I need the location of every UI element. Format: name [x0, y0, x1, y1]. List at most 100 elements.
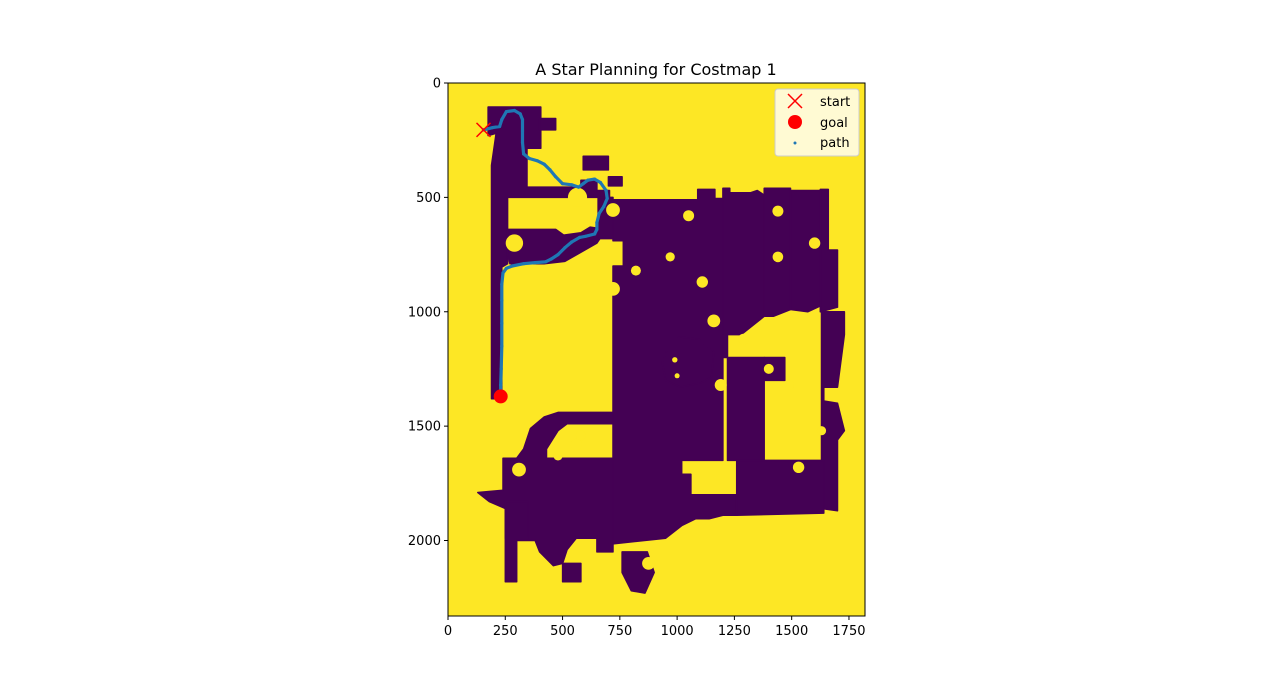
path-point	[500, 344, 504, 348]
x-tick-label: 1250	[718, 624, 751, 639]
axes-frame	[447, 82, 866, 617]
path-point	[504, 266, 508, 270]
free-blob	[672, 357, 678, 363]
free-blob	[606, 203, 620, 217]
free-blob	[816, 426, 827, 436]
legend-start-label: start	[820, 95, 850, 110]
start-marker-stroke	[475, 122, 492, 138]
obstacle-region	[763, 356, 786, 382]
y-tick-label: 0	[433, 77, 441, 92]
obstacle-region	[538, 117, 557, 131]
x-tick-label: 1750	[832, 624, 865, 639]
path-point	[518, 112, 522, 116]
free-blob	[738, 333, 750, 345]
legend-box	[774, 88, 860, 157]
path-point	[583, 234, 588, 238]
obstacle-region	[735, 459, 825, 517]
path-point	[595, 220, 599, 225]
path-point	[499, 367, 503, 371]
obstacle-region	[477, 411, 614, 583]
path-point	[512, 108, 517, 113]
legend: start goal path	[774, 88, 860, 157]
x-axis: 0 250 500 750 1000 1250 1500 1750	[444, 616, 866, 639]
path-point	[593, 177, 597, 181]
free-blob	[665, 252, 675, 262]
free-blob	[606, 282, 620, 296]
free-blob	[567, 187, 588, 207]
path-point	[527, 156, 531, 161]
free-blob	[553, 451, 563, 461]
path-point	[556, 253, 560, 257]
free-blob	[570, 438, 582, 451]
x-tick-label: 750	[607, 624, 632, 639]
path-point	[491, 126, 495, 130]
path-point	[597, 211, 601, 215]
y-tick-label: 2000	[408, 534, 441, 549]
free-blob	[808, 237, 821, 249]
x-tick-label: 1500	[775, 624, 808, 639]
free-blob	[772, 251, 784, 263]
free-blob	[696, 276, 708, 288]
obstacle-region	[504, 500, 529, 539]
free-blob	[512, 462, 526, 477]
free-blob	[674, 373, 680, 379]
free-blob	[707, 314, 721, 328]
x-tick-label: 0	[444, 624, 452, 639]
free-blob	[630, 265, 641, 276]
legend-start-marker	[787, 93, 803, 109]
free-blob	[642, 557, 655, 570]
path-point	[570, 240, 574, 244]
free-blob	[784, 380, 795, 390]
path-point	[504, 110, 508, 114]
path-point	[605, 196, 609, 201]
path-point	[500, 118, 504, 122]
path-point	[500, 298, 504, 302]
x-tick-label: 250	[493, 624, 518, 639]
y-tick-label: 1500	[408, 420, 441, 435]
path-point	[581, 182, 585, 186]
path-point	[561, 182, 565, 186]
path-point	[593, 232, 597, 236]
path-point	[548, 168, 552, 172]
path-point	[498, 124, 502, 129]
obstacle-region	[819, 188, 839, 313]
obstacle-region	[789, 189, 822, 313]
legend-goal-marker	[788, 115, 802, 129]
plot-area	[448, 83, 865, 616]
path-point	[520, 118, 525, 122]
path-point	[563, 246, 567, 250]
path-point	[533, 261, 537, 265]
obstacle-region	[561, 562, 582, 583]
path-point	[542, 162, 546, 166]
free-blob	[763, 363, 774, 374]
path-point	[500, 282, 504, 286]
path-point	[549, 257, 553, 261]
goal-marker	[493, 389, 508, 404]
path-point	[570, 183, 574, 187]
path-point	[510, 264, 514, 268]
path-point	[604, 188, 608, 193]
path-layer	[481, 108, 609, 398]
free-blob	[714, 379, 727, 391]
y-tick-label: 500	[416, 191, 441, 206]
path-point	[602, 204, 606, 209]
obstacle-region	[582, 155, 610, 171]
path-point	[520, 140, 525, 145]
start-marker	[475, 122, 492, 138]
free-blob-layer	[505, 187, 827, 570]
y-axis: 0 500 1000 1500 2000	[408, 77, 448, 549]
legend-path-marker	[793, 141, 797, 145]
path-point	[595, 227, 599, 231]
path-point	[535, 159, 540, 163]
path-point	[500, 321, 504, 325]
path-point	[577, 185, 581, 189]
free-blob	[575, 430, 586, 441]
y-tick-label: 1000	[408, 305, 441, 320]
x-tick-label: 1000	[661, 624, 694, 639]
obstacle-region	[607, 176, 623, 187]
free-blob	[792, 461, 805, 473]
path-point	[522, 152, 526, 156]
path-point	[578, 235, 582, 239]
legend-goal-label: goal	[820, 116, 848, 131]
